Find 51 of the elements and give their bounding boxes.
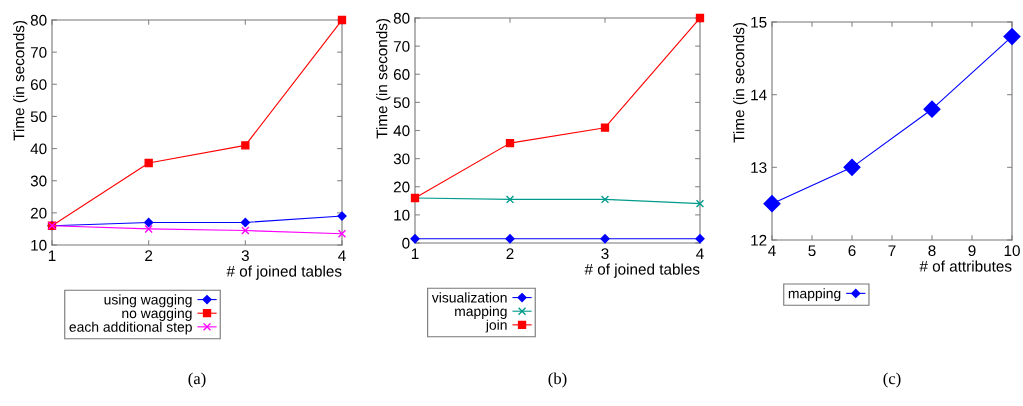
text: (b) — [548, 372, 567, 388]
legend-label: mapping — [788, 288, 841, 302]
legend-label: mapping — [455, 306, 507, 319]
x-tick-label: 9 — [968, 245, 976, 257]
y-tick-label: 80 — [393, 12, 410, 24]
legend-label: visualization — [431, 292, 507, 303]
y-tick-label: 20 — [393, 181, 410, 193]
y-tick-label: 14 — [751, 89, 767, 101]
legend-label: each additional step — [69, 321, 192, 335]
x-axis-title: # of attributes — [919, 260, 1012, 272]
y-tick-label: 40 — [393, 125, 410, 137]
y-tick-label: 50 — [30, 111, 47, 123]
x-tick-label: 7 — [888, 245, 896, 256]
y-tick-label: 60 — [30, 79, 47, 90]
y-tick-label: 30 — [30, 175, 47, 187]
x-tick-label: 4 — [338, 250, 346, 261]
x-axis-title: # of joined tables — [584, 263, 700, 278]
y-axis-title: Time (in seconds) — [733, 22, 748, 143]
y-tick-label: 40 — [30, 143, 47, 155]
y-axis-title: Time (in seconds) — [376, 18, 391, 139]
y-tick-label: 15 — [751, 17, 767, 28]
y-tick-label: 30 — [393, 153, 410, 165]
x-tick-label: 4 — [696, 248, 704, 259]
legend-label: join — [485, 319, 507, 333]
y-axis-title: Time (in seconds) — [13, 20, 28, 141]
y-tick-label: 80 — [30, 14, 47, 26]
y-tick-label: 0 — [402, 237, 410, 249]
legend-label: using wagging — [104, 294, 192, 308]
y-tick-label: 50 — [393, 97, 410, 109]
y-tick-label: 10 — [394, 209, 410, 221]
x-tick-label: 2 — [506, 248, 514, 259]
x-tick-label: 6 — [848, 245, 856, 257]
x-tick-label: 3 — [241, 250, 249, 262]
x-tick-label: 10 — [1004, 245, 1020, 257]
x-tick-label: 8 — [928, 245, 936, 257]
x-tick-label: 3 — [601, 248, 609, 260]
y-tick-label: 70 — [30, 47, 47, 58]
y-tick-label: 20 — [30, 207, 47, 219]
text: (c) — [883, 372, 901, 388]
text: (a) — [188, 372, 206, 388]
x-axis-title: # of joined tables — [226, 265, 342, 280]
x-tick-label: 5 — [808, 245, 816, 257]
legend-label: no wagging — [122, 308, 192, 321]
y-tick-label: 70 — [393, 40, 410, 52]
y-tick-label: 13 — [751, 162, 767, 174]
x-tick-label: 1 — [48, 250, 56, 261]
x-tick-label: 2 — [145, 250, 153, 261]
y-tick-label: 12 — [751, 234, 767, 246]
x-tick-label: 4 — [768, 245, 776, 256]
y-tick-label: 60 — [393, 69, 410, 80]
x-tick-label: 1 — [411, 248, 419, 259]
